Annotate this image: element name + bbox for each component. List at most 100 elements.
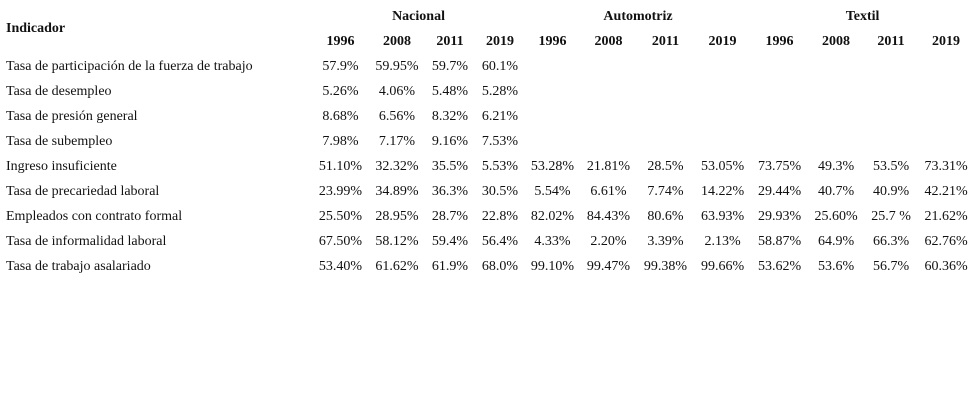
cell: 42.21% bbox=[924, 183, 968, 199]
cell: 61.9% bbox=[431, 258, 469, 274]
empty-cell bbox=[808, 104, 864, 129]
cell: 2.20% bbox=[590, 233, 627, 249]
empty-cell bbox=[637, 104, 694, 129]
cell: 56.7% bbox=[872, 258, 910, 274]
empty-cell bbox=[918, 79, 974, 104]
cell: 51.10% bbox=[318, 158, 363, 174]
cell: 64.9% bbox=[817, 233, 855, 249]
year-header: 1996 bbox=[765, 33, 794, 49]
group-header: Nacional bbox=[392, 8, 445, 24]
empty-cell bbox=[864, 54, 918, 79]
empty-cell bbox=[864, 104, 918, 129]
cell: 25.60% bbox=[814, 208, 858, 224]
empty-cell bbox=[580, 79, 637, 104]
header-row: 1996 2008 2011 2019 1996 2008 2011 2019 1996 2008… bbox=[4, 29, 974, 54]
empty-cell bbox=[525, 104, 580, 129]
cell: 58.12% bbox=[375, 233, 419, 249]
year-header: 2008 bbox=[383, 33, 411, 49]
cell: 60.1% bbox=[481, 58, 519, 74]
indicator-header: Indicador bbox=[6, 21, 66, 36]
cell: 34.89% bbox=[375, 183, 419, 199]
row-label: Tasa de precariedad laboral bbox=[6, 183, 160, 199]
cell: 8.68% bbox=[322, 108, 359, 124]
cell: 8.32% bbox=[431, 108, 469, 124]
cell: 32.32% bbox=[375, 158, 419, 174]
year-header: 2008 bbox=[822, 33, 851, 49]
cell: 53.62% bbox=[757, 258, 802, 274]
empty-cell bbox=[637, 54, 694, 79]
cell: 2.13% bbox=[704, 233, 741, 249]
cell: 53.6% bbox=[817, 258, 855, 274]
cell: 61.62% bbox=[375, 258, 419, 274]
cell: 25.50% bbox=[318, 208, 363, 224]
cell: 29.44% bbox=[757, 183, 802, 199]
empty-cell bbox=[694, 54, 751, 79]
cell: 49.3% bbox=[817, 158, 855, 174]
cell: 56.4% bbox=[481, 233, 519, 249]
empty-cell bbox=[525, 129, 580, 154]
cell: 73.31% bbox=[924, 158, 968, 174]
row-label: Ingreso insuficiente bbox=[6, 158, 117, 174]
empty-cell bbox=[694, 104, 751, 129]
cell: 80.6% bbox=[647, 208, 684, 224]
empty-cell bbox=[580, 104, 637, 129]
cell: 7.53% bbox=[481, 133, 519, 149]
empty-cell bbox=[808, 54, 864, 79]
cell: 99.10% bbox=[530, 258, 575, 274]
cell: 99.38% bbox=[643, 258, 688, 274]
empty-cell bbox=[751, 54, 808, 79]
cell: 35.5% bbox=[431, 158, 469, 174]
group-header: Automotriz bbox=[603, 8, 673, 24]
cell: 3.39% bbox=[647, 233, 684, 249]
row-label: Tasa de desempleo bbox=[6, 83, 112, 99]
cell: 6.21% bbox=[481, 108, 519, 124]
header-row: Indicador Nacional Automotriz Textil bbox=[4, 4, 974, 37]
row-label: Tasa de subempleo bbox=[6, 133, 113, 149]
cell: 5.53% bbox=[481, 158, 519, 174]
cell: 68.0% bbox=[481, 258, 519, 274]
cell: 73.75% bbox=[757, 158, 802, 174]
cell: 9.16% bbox=[431, 133, 469, 149]
cell: 59.4% bbox=[431, 233, 469, 249]
cell: 99.47% bbox=[586, 258, 631, 274]
cell: 63.93% bbox=[700, 208, 745, 224]
row-label: Tasa de presión general bbox=[6, 108, 138, 124]
year-header: 2011 bbox=[651, 33, 680, 49]
table-row: Empleados con contrato formal 25.50% 28.95… bbox=[4, 204, 974, 229]
cell: 28.5% bbox=[647, 158, 684, 174]
row-label: Empleados con contrato formal bbox=[6, 208, 183, 224]
group-header: Textil bbox=[845, 8, 880, 24]
table-row: Tasa de trabajo asalariado 53.40% 61.62% 61… bbox=[4, 254, 974, 279]
year-header: 2011 bbox=[436, 33, 464, 49]
cell: 4.06% bbox=[378, 83, 416, 99]
cell: 25.7 % bbox=[871, 208, 911, 224]
cell: 22.8% bbox=[481, 208, 519, 224]
cell: 4.33% bbox=[534, 233, 571, 249]
cell: 6.61% bbox=[590, 183, 627, 199]
row-label: Tasa de participación de la fuerza de tr… bbox=[6, 58, 253, 74]
empty-cell bbox=[580, 54, 637, 79]
cell: 62.76% bbox=[924, 233, 968, 249]
cell: 14.22% bbox=[700, 183, 745, 199]
cell: 5.48% bbox=[431, 83, 469, 99]
table-row: Ingreso insuficiente 51.10% 32.32% 35.5% 5.5… bbox=[4, 154, 974, 179]
cell: 21.81% bbox=[586, 158, 631, 174]
empty-cell bbox=[525, 79, 580, 104]
cell: 29.93% bbox=[757, 208, 802, 224]
cell: 84.43% bbox=[586, 208, 631, 224]
year-header: 2011 bbox=[877, 33, 905, 49]
cell: 82.02% bbox=[530, 208, 575, 224]
empty-cell bbox=[694, 129, 751, 154]
cell: 58.87% bbox=[757, 233, 802, 249]
cell: 53.40% bbox=[318, 258, 363, 274]
cell: 5.26% bbox=[322, 83, 359, 99]
year-header: 2008 bbox=[594, 33, 623, 49]
cell: 60.36% bbox=[924, 258, 968, 274]
empty-cell bbox=[751, 104, 808, 129]
empty-cell bbox=[808, 79, 864, 104]
empty-cell bbox=[864, 79, 918, 104]
empty-cell bbox=[751, 129, 808, 154]
empty-cell bbox=[751, 79, 808, 104]
year-header: 2019 bbox=[708, 33, 737, 49]
